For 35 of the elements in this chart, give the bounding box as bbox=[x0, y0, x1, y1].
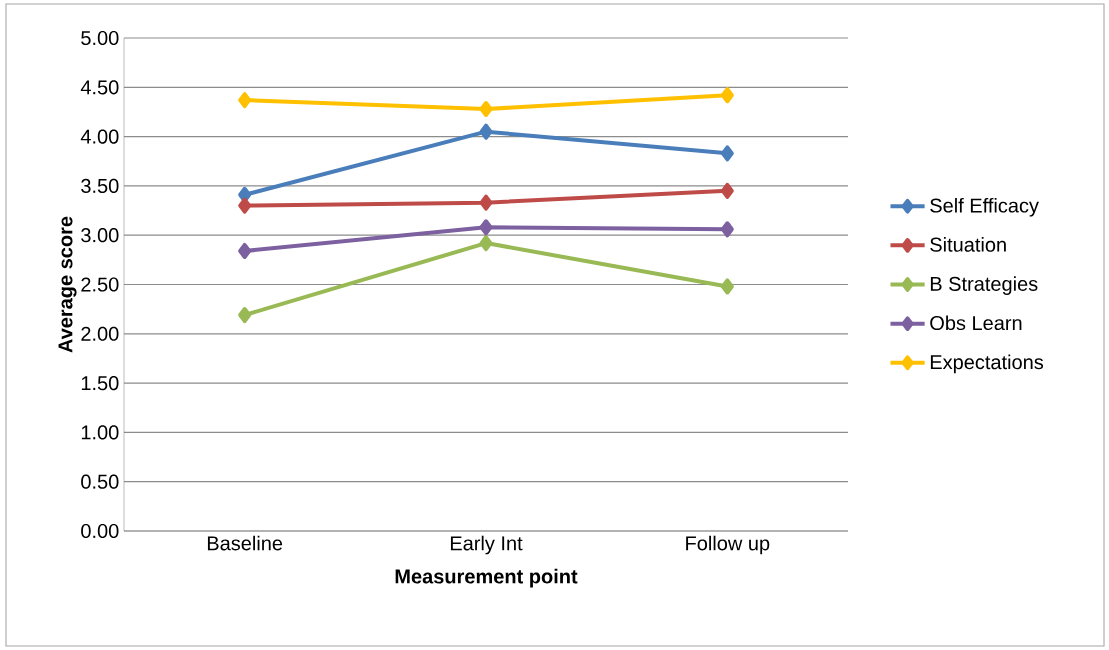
point bbox=[479, 100, 493, 117]
legend-label: Self Efficacy bbox=[930, 197, 1039, 217]
point bbox=[720, 87, 734, 104]
point bbox=[479, 235, 493, 252]
legend-label: Expectations bbox=[930, 354, 1044, 374]
x-tick-label: Follow up bbox=[686, 535, 770, 555]
legend-label: Obs Learn bbox=[930, 315, 1022, 331]
y-tick-label: 3.00 bbox=[81, 228, 119, 243]
point bbox=[720, 182, 734, 199]
y-tick-label: 2.50 bbox=[81, 277, 119, 292]
y-tick-label: 3.50 bbox=[81, 178, 119, 193]
y-tick-label: 1.50 bbox=[81, 376, 119, 391]
y-tick-label: 5.00 bbox=[81, 30, 119, 46]
point bbox=[238, 242, 252, 259]
y-tick-label: 0.00 bbox=[81, 523, 119, 539]
x-tick-label: Baseline bbox=[207, 535, 283, 551]
point bbox=[720, 278, 734, 295]
y-tick-label: 0.50 bbox=[81, 474, 119, 489]
legend-label: Situation bbox=[930, 237, 1006, 252]
y-tick-label: 2.00 bbox=[81, 326, 119, 341]
y-tick-label: 4.00 bbox=[80, 129, 119, 144]
point bbox=[238, 92, 252, 109]
legend-label: B Strategies bbox=[930, 276, 1038, 295]
x-axis-title: Measurement point bbox=[395, 568, 578, 588]
x-tick-label: Early Int bbox=[450, 535, 523, 555]
y-axis-title: Average score bbox=[58, 216, 77, 353]
point bbox=[720, 145, 734, 162]
point bbox=[479, 194, 493, 211]
point bbox=[238, 197, 252, 214]
point bbox=[238, 307, 252, 324]
point bbox=[720, 221, 734, 238]
y-tick-label: 4.50 bbox=[80, 80, 119, 95]
y-tick-label: 1.00 bbox=[81, 425, 119, 440]
point bbox=[479, 219, 493, 236]
point bbox=[479, 123, 493, 140]
